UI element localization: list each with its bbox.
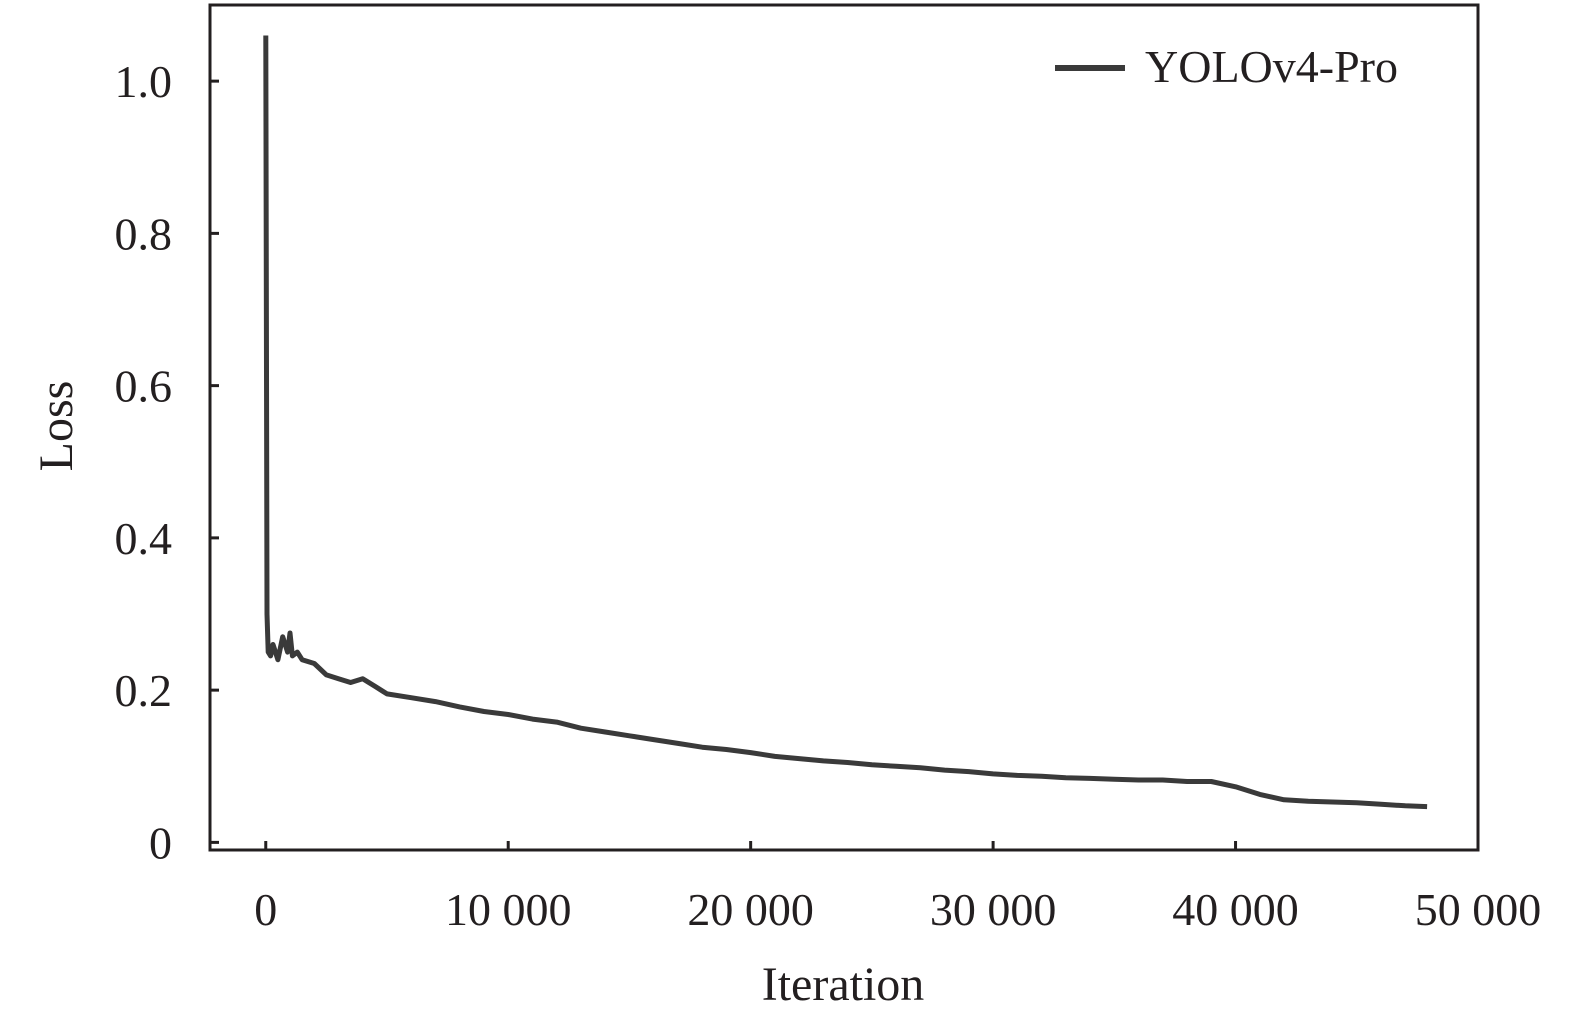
x-tick-label: 40 000 (1172, 884, 1299, 935)
y-tick-label: 0.2 (115, 665, 173, 716)
plot-border (208, 3, 1480, 852)
x-axis-title: Iteration (762, 958, 925, 1011)
y-tick-label: 0.4 (115, 513, 173, 564)
x-tick-label: 20 000 (687, 884, 814, 935)
x-tick-label: 30 000 (930, 884, 1057, 935)
legend-label: YOLOv4-Pro (1145, 41, 1398, 92)
y-axis: 0 0.2 0.4 0.6 0.8 1.0 (115, 56, 219, 868)
y-tick-label: 1.0 (115, 56, 173, 107)
x-tick-label: 0 (254, 884, 277, 935)
y-tick-label: 0.8 (115, 208, 173, 259)
y-axis-title: Loss (30, 381, 83, 472)
series-layer (263, 35, 1428, 810)
x-axis: 0 10 000 20 000 30 000 40 000 50 000 (254, 841, 1541, 935)
x-tick-label: 50 000 (1415, 884, 1542, 935)
y-tick-label: 0 (149, 817, 172, 868)
plot-frame (208, 3, 1480, 852)
series-line (263, 35, 1428, 810)
y-tick-label: 0.6 (115, 361, 173, 412)
x-tick-label: 10 000 (445, 884, 572, 935)
legend: YOLOv4-Pro (1055, 41, 1398, 92)
